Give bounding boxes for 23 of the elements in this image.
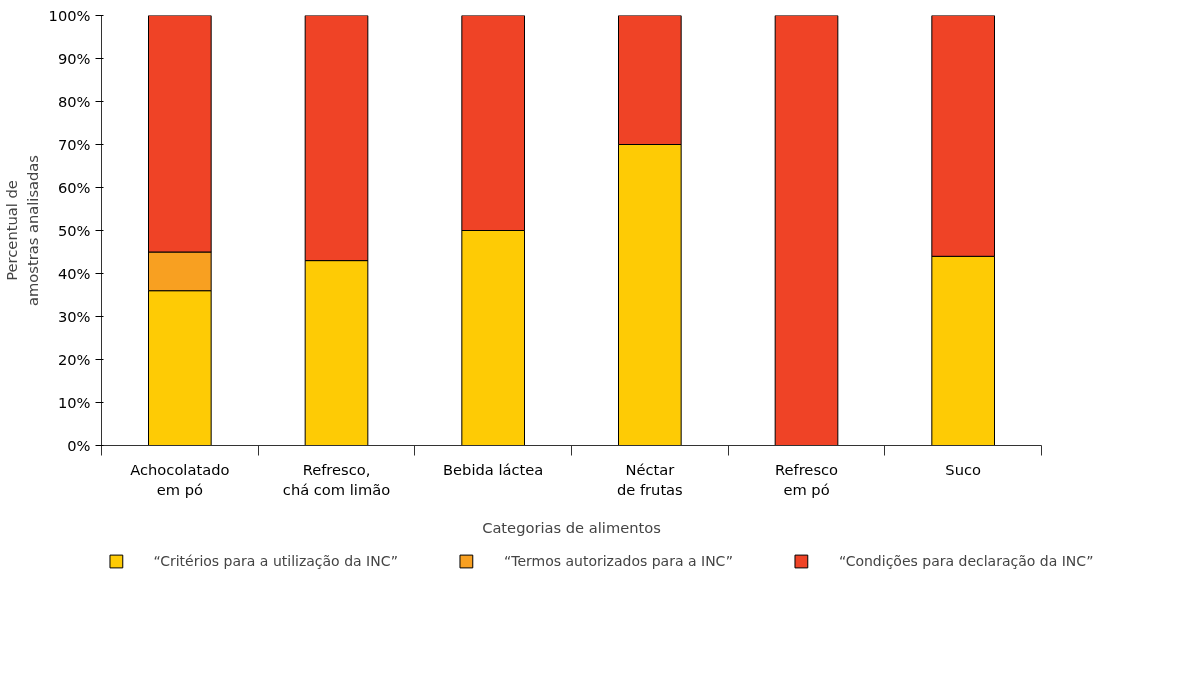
y-tick-label: 70% — [57, 136, 91, 153]
legend-label: “Critérios para a utilização da INC” — [153, 552, 398, 569]
legend-label: “Termos autorizados para a INC” — [503, 552, 733, 569]
x-tick-label: Refresco, chá com limão — [282, 460, 391, 498]
y-tick-label: 0% — [67, 437, 91, 454]
y-tick-label: 100% — [48, 7, 91, 24]
x-tick-label: Bebida láctea — [443, 460, 544, 478]
y-tick-label: 80% — [57, 93, 91, 110]
y-tick-label: 40% — [57, 265, 91, 282]
y-tick-label: 50% — [57, 222, 91, 239]
y-tick-label: 60% — [57, 179, 91, 196]
y-tick-label: 20% — [57, 351, 91, 368]
x-tick-label: Néctar de frutas — [616, 460, 683, 498]
y-axis-title: Percentual de amostras analisadas — [3, 155, 41, 306]
x-tick-label: Achocolatado em pó — [130, 460, 230, 498]
x-axis-title: Categorias de alimentos — [482, 518, 661, 536]
x-tick-label: Refresco em pó — [774, 460, 839, 498]
y-tick-label: 90% — [57, 50, 91, 67]
legend-label: “Condições para declaração da INC” — [838, 552, 1094, 569]
bar — [774, 15, 839, 446]
y-tick-label: 10% — [57, 394, 91, 411]
x-tick-label: Suco — [945, 460, 982, 478]
y-tick-label: 30% — [57, 308, 91, 325]
